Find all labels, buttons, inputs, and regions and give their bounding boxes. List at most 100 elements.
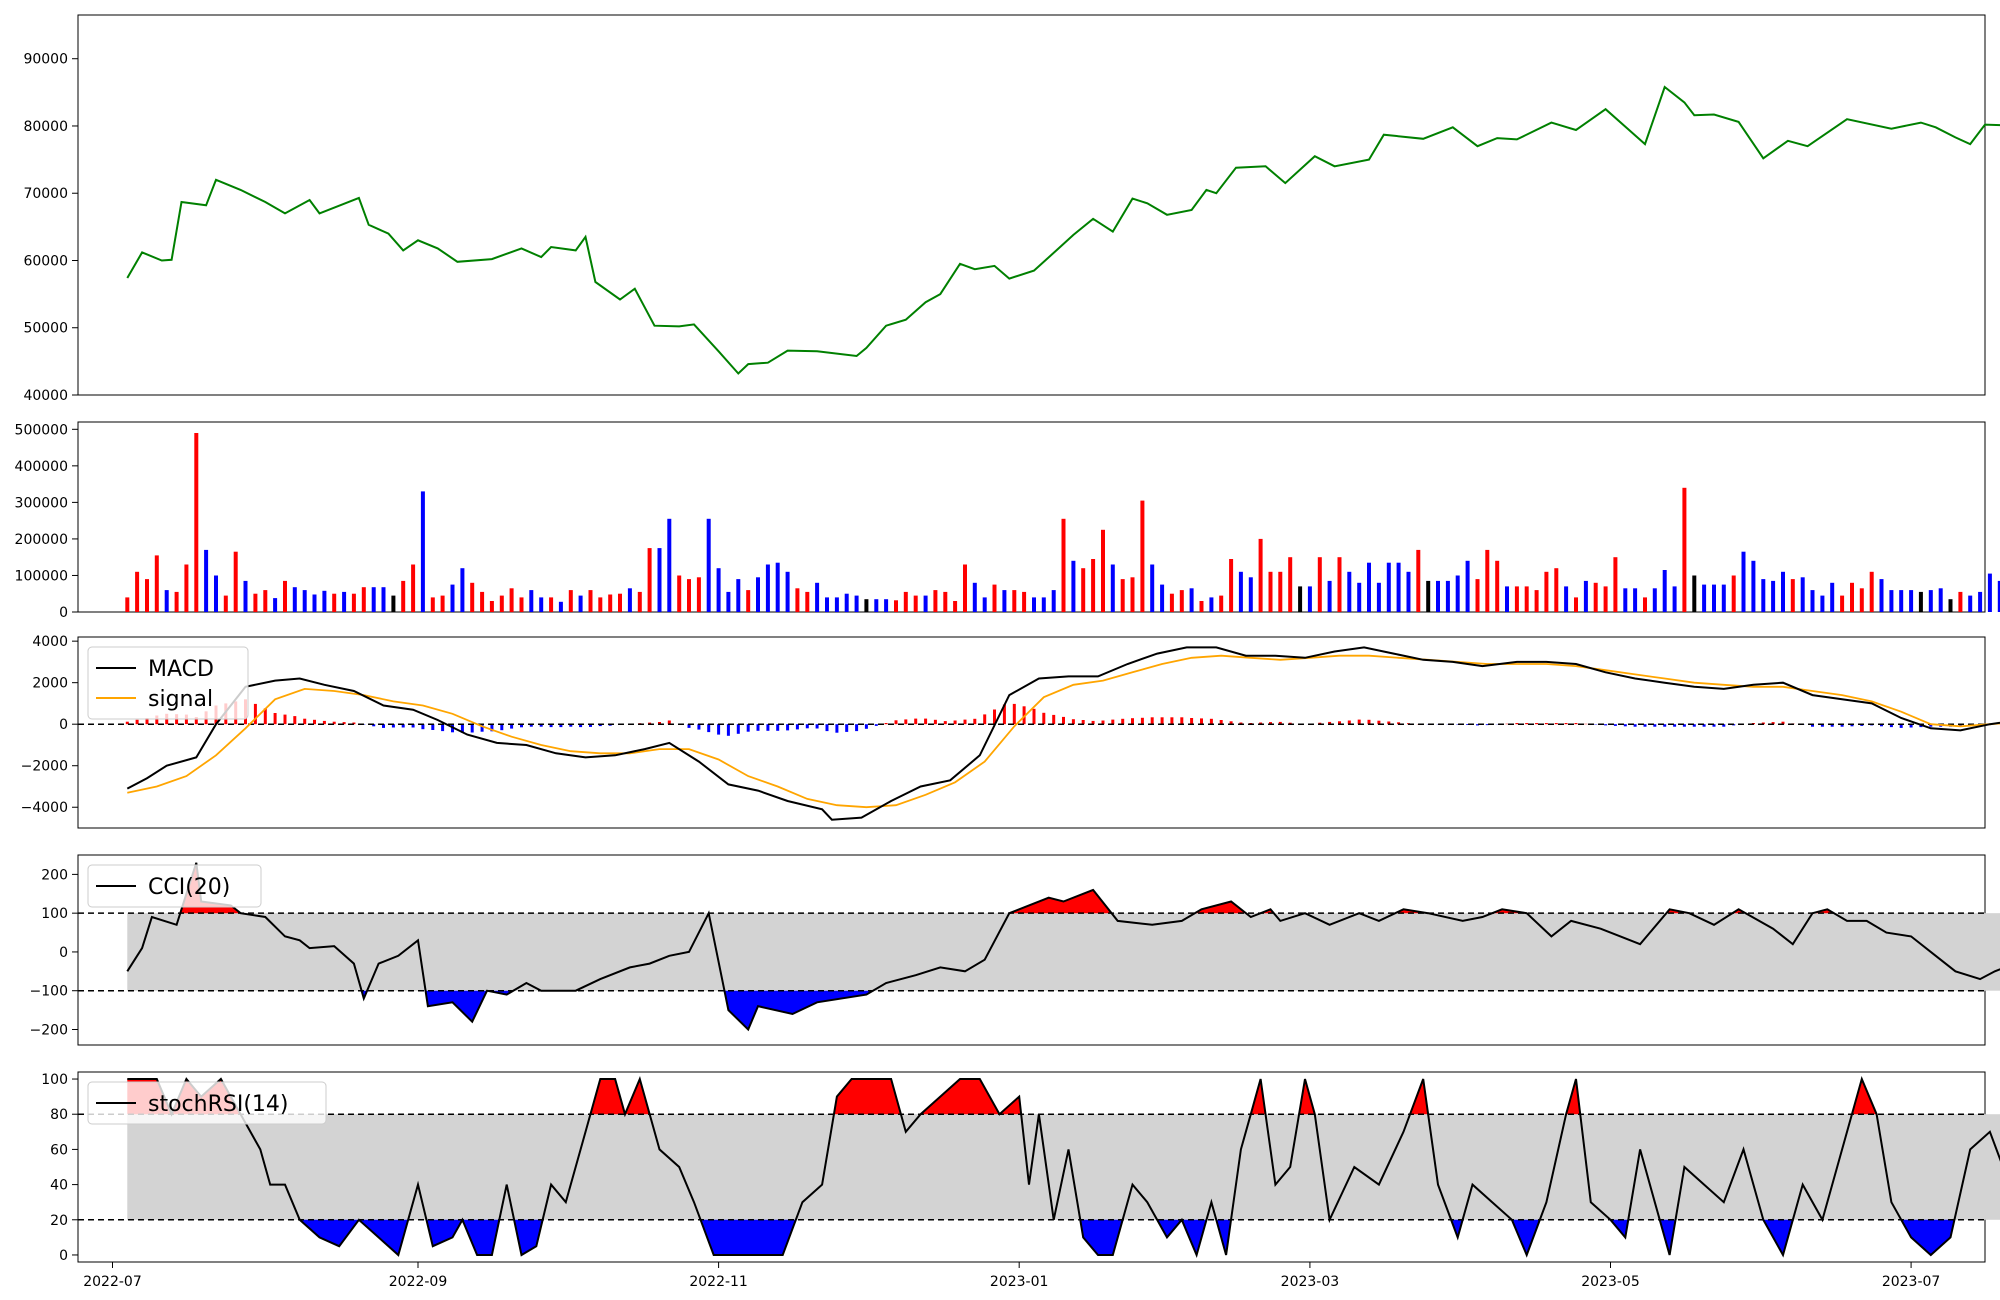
macd-histogram-bar [1554,723,1558,725]
volume-bar [145,579,149,612]
y-tick-label: 100 [41,906,68,922]
volume-bar [1830,582,1835,612]
volume-bar [1041,597,1046,612]
macd-histogram-bar [1042,712,1046,725]
volume-bar [1032,597,1036,612]
macd-histogram-bar [263,708,267,725]
macd-histogram-bar [1160,717,1164,725]
macd-histogram-bar [1485,724,1489,726]
volume-bar [1978,591,1983,612]
macd-histogram-bar [1357,719,1361,725]
volume-bar [154,555,159,612]
oversold-fill [425,990,487,1022]
volume-bar [982,597,987,612]
volume-bar [1800,577,1805,612]
volume-bar [1603,586,1608,612]
volume-bar [1248,577,1253,612]
volume-bar [696,577,701,612]
overbought-fill [1194,901,1246,914]
volume-bar [1445,580,1450,612]
legend-label: signal [148,687,213,712]
x-tick-label: 2023-07 [1882,1274,1941,1290]
volume-bar [1524,586,1529,612]
macd-histogram-bar [549,724,553,728]
volume-bar [1367,562,1371,612]
volume-bar [1692,575,1697,612]
volume-bar [844,593,849,612]
y-tick-label: 50000 [23,321,68,337]
volume-bar [1790,579,1795,612]
x-tick-label: 2022-11 [689,1274,748,1290]
volume-bar [588,590,593,612]
volume-bar [1899,590,1904,612]
macd-histogram-bar [500,724,504,731]
volume-bar [815,582,820,612]
macd-histogram-bar [1328,721,1332,725]
volume-bar [1643,597,1647,612]
volume-bar [243,580,248,612]
macd-histogram-bar [993,709,996,725]
x-tick-label: 2023-01 [990,1274,1049,1290]
volume-bar [963,564,967,612]
volume-bar [460,568,465,612]
macd-histogram-bar [520,724,523,728]
volume-bar [1593,582,1598,612]
macd-histogram-bar [943,721,947,725]
legend-label: stochRSI(14) [148,1092,289,1117]
y-tick-label: 0 [59,605,68,621]
volume-bar [736,579,741,612]
macd-histogram-bar [1150,717,1154,725]
macd-histogram-bar [707,724,711,733]
macd-histogram-bar [559,724,563,728]
volume-bar [499,595,504,612]
macd-histogram-bar [648,722,652,725]
volume-bar [1583,580,1588,612]
macd-histogram-bar [1239,722,1243,725]
oversold-fill [426,1219,463,1247]
legend-box [87,1081,327,1125]
volume-bar [1386,562,1391,612]
volume-bar [1997,580,2000,612]
volume-bar [1101,529,1105,612]
volume-bar [1918,591,1923,612]
x-tick-label: 2023-05 [1581,1274,1640,1290]
macd-histogram-bar [283,714,287,725]
volume-bar [874,599,879,612]
volume-bar [302,590,307,612]
macd-histogram-bar [608,724,612,726]
y-tick-label: 4000 [32,634,68,650]
volume-bar [1189,588,1194,613]
volume-bar [598,597,603,612]
volume-bar [549,597,554,612]
macd-histogram-bar [1633,724,1637,727]
macd-histogram-bar [441,724,445,732]
volume-bar [1406,571,1411,612]
macd-histogram-bar [963,719,967,725]
volume-bar [342,591,347,612]
volume-bar [1712,584,1716,612]
volume-bar [1731,575,1736,612]
volume-bar [194,433,199,612]
macd-histogram-bar [953,720,957,725]
macd-histogram-bar [1929,724,1933,727]
y-tick-label: −2000 [21,759,68,775]
macd-histogram-bar [352,722,356,725]
stochrsi-line [127,1075,2000,1259]
stochrsi-panel: 0 20 40 60 80 100 stochRSI(14) [41,1071,2000,1264]
volume-bar [391,595,396,612]
y-tick-label: 300000 [15,495,68,511]
volume-bar [1278,571,1283,612]
volume-bar [1948,599,1953,612]
volume-bar [292,587,297,612]
volume-bar [1840,595,1845,612]
y-tick-label: 90000 [23,52,68,68]
volume-bar [1554,568,1559,612]
volume-bar [1879,579,1884,612]
overbought-fill [590,1079,625,1115]
macd-histogram-bar [1466,724,1470,725]
macd-histogram-bar [539,724,543,727]
y-tick-label: 0 [59,945,68,961]
volume-bar [223,595,228,612]
macd-histogram-bar [914,718,918,725]
macd-histogram-bar [1209,718,1213,725]
